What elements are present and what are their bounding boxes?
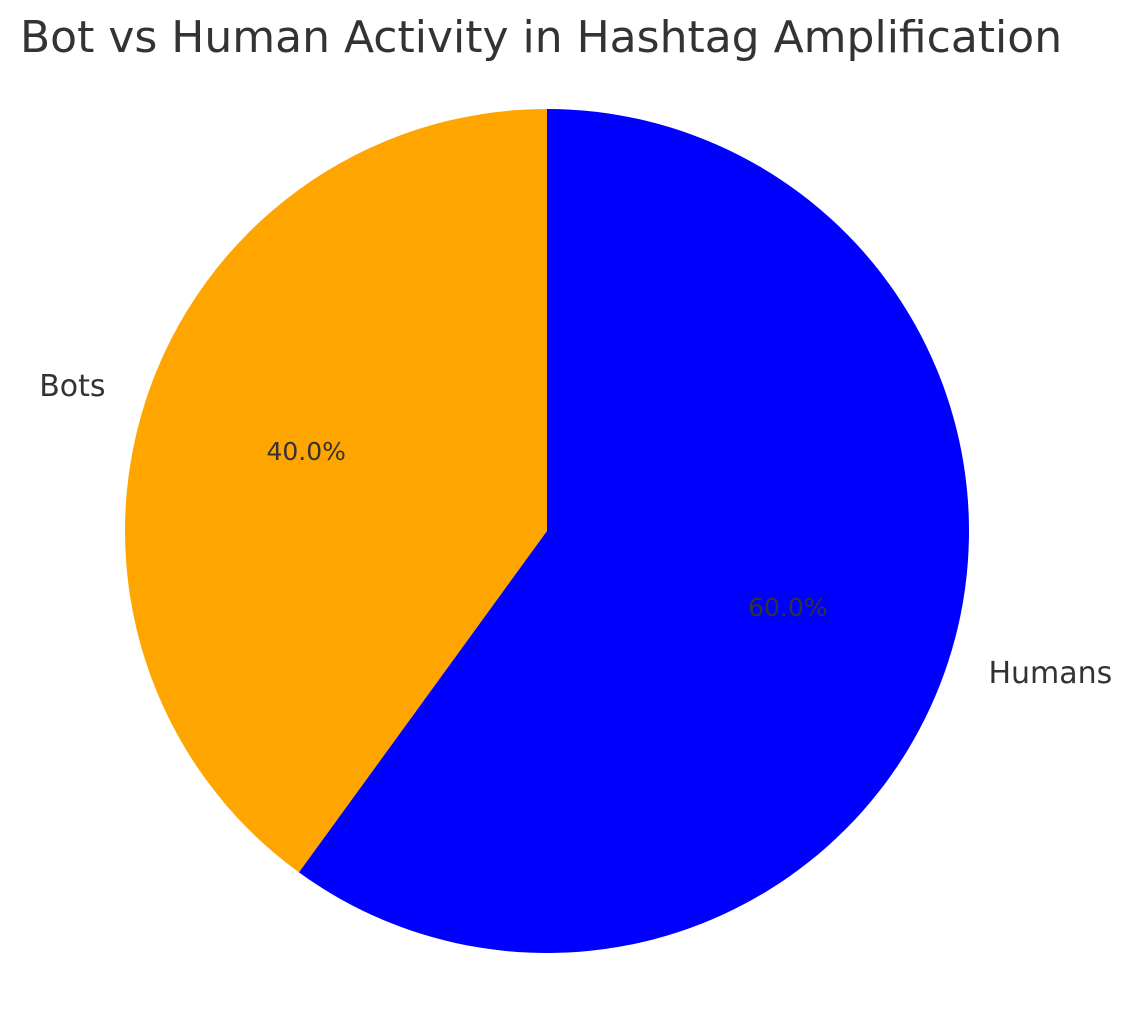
- slice-label: Humans: [988, 656, 1112, 691]
- pie-slice: [125, 109, 547, 873]
- chart-title: Bot vs Human Activity in Hashtag Amplifi…: [20, 12, 1062, 63]
- slice-label: Bots: [39, 369, 105, 404]
- pie-slice: [298, 109, 970, 954]
- value-label: 60.0%: [748, 593, 827, 622]
- value-label: 40.0%: [266, 437, 345, 466]
